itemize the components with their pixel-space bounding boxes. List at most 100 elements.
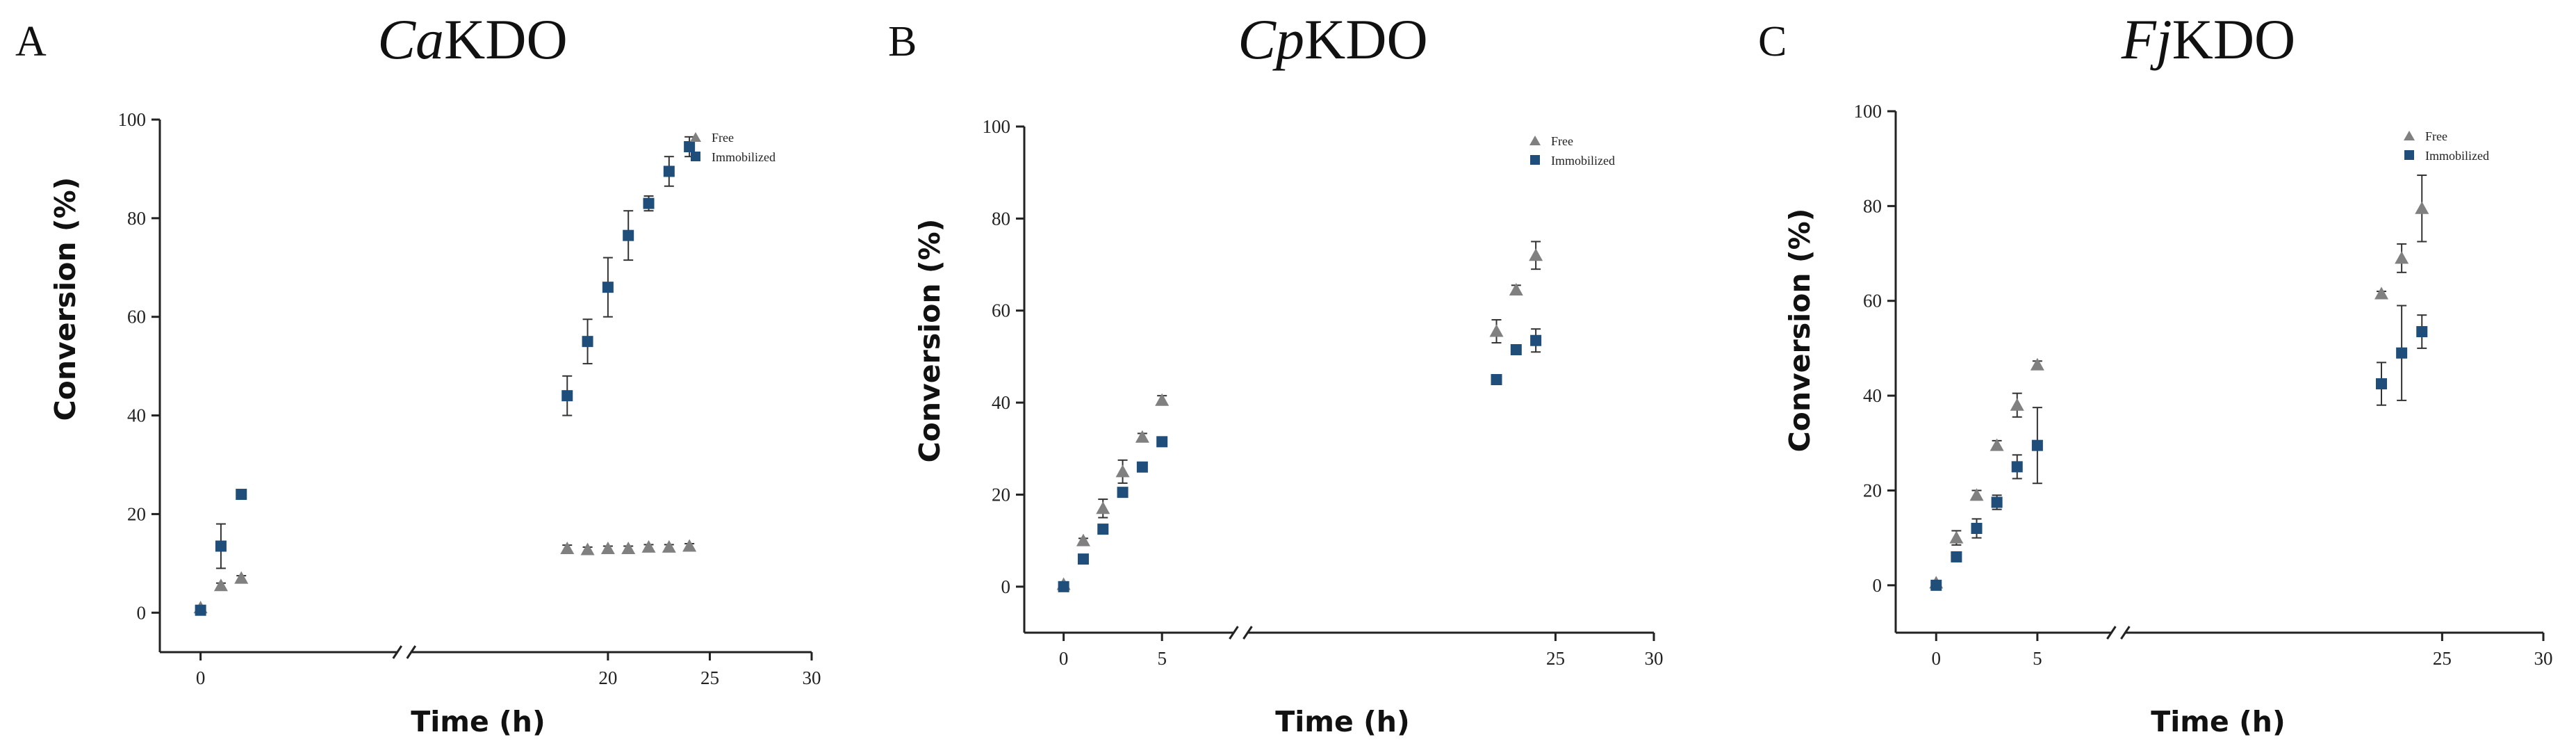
panel-c-letter: C [1758, 18, 1787, 65]
y-tick-label: 60 [127, 307, 146, 327]
immobilized-point [1058, 581, 1069, 592]
y-tick-label: 40 [127, 405, 146, 426]
immobilized-point [1156, 436, 1168, 448]
free-point [662, 540, 676, 553]
panel-a-letter: A [15, 18, 47, 65]
x-tick-label: 30 [2534, 648, 2553, 669]
panel-b-plot: 0 20 40 60 80 100 0 5 25 30 [983, 116, 1664, 669]
free-point [1529, 248, 1543, 261]
free-point [641, 540, 656, 553]
panel-a-title-italic: Ca [377, 8, 444, 71]
y-tick-label: 100 [1854, 101, 1882, 122]
immobilized-point [1991, 496, 2003, 508]
legend-immobilized-label: Immobilized [2425, 149, 2489, 163]
panel-b-ylabel: Conversion (%) [913, 219, 946, 463]
legend-free-label: Free [712, 131, 734, 145]
axis-break-mark [2106, 626, 2117, 640]
panel-a-plot: 0 20 40 60 80 100 0 20 25 30 [118, 109, 821, 688]
immobilized-point [1930, 579, 1942, 591]
immobilized-point [1491, 374, 1502, 385]
immobilized-point [663, 165, 675, 177]
x-tick-label: 25 [2433, 648, 2452, 669]
immobilized-point [2376, 378, 2387, 390]
y-tick-label: 40 [992, 392, 1010, 413]
legend-free-marker [1529, 136, 1541, 145]
immobilized-point [1530, 334, 1542, 346]
immobilized-point [1097, 524, 1109, 535]
x-tick-label: 30 [803, 667, 821, 688]
legend-immobilized-label: Immobilized [1551, 154, 1615, 168]
panel-a-xlabel: Time (h) [411, 705, 545, 738]
free-point [1509, 282, 1523, 295]
immobilized-point [236, 489, 247, 501]
legend-immobilized-marker [2404, 150, 2414, 160]
axis-break-mark [392, 645, 402, 659]
x-tick-label: 0 [196, 667, 206, 688]
free-point [2030, 357, 2044, 371]
y-tick-label: 100 [118, 109, 147, 130]
immobilized-point [1510, 343, 1522, 355]
free-point [621, 542, 636, 555]
x-tick-label: 20 [598, 667, 617, 688]
axis-break-mark [406, 645, 416, 659]
panel-b-title-rest: KDO [1304, 8, 1428, 71]
legend-free-label: Free [2425, 129, 2447, 143]
immobilized-point [643, 197, 655, 209]
y-tick-label: 100 [983, 116, 1011, 137]
panel-c-ylabel: Conversion (%) [1783, 209, 1816, 453]
immobilized-point [684, 141, 696, 153]
immobilized-point [1117, 487, 1129, 498]
panel-b-xlabel: Time (h) [1275, 705, 1410, 738]
free-point [560, 542, 575, 555]
free-point [1990, 438, 2004, 451]
y-tick-label: 40 [1863, 385, 1882, 406]
y-tick-label: 0 [1873, 575, 1882, 596]
free-point [1155, 393, 1170, 406]
free-point [1949, 530, 1964, 544]
y-tick-label: 20 [992, 484, 1010, 505]
panel-c-title-rest: KDO [2172, 8, 2296, 71]
panel-c-title: FjKDO [2121, 8, 2296, 71]
x-tick-label: 25 [700, 667, 719, 688]
x-tick-label: 5 [1157, 648, 1167, 669]
free-point [580, 542, 595, 556]
x-tick-label: 0 [1059, 648, 1069, 669]
panel-c-title-italic: Fj [2121, 8, 2172, 71]
free-point [1076, 533, 1090, 546]
immobilized-point [602, 282, 614, 293]
free-point [2415, 201, 2429, 214]
y-tick-label: 20 [127, 503, 146, 524]
free-point [234, 571, 249, 584]
immobilized-point [2031, 439, 2043, 451]
x-tick-label: 25 [1546, 648, 1565, 669]
panel-b-title-italic: Cp [1238, 8, 1304, 71]
x-tick-label: 0 [1932, 648, 1942, 669]
y-tick-label: 60 [1863, 291, 1882, 311]
free-point [2374, 286, 2388, 300]
immobilized-point [1077, 553, 1089, 565]
immobilized-point [1971, 523, 1983, 534]
panel-c-legend: Free Immobilized [2404, 129, 2489, 163]
panel-c-plot: 0 20 40 60 80 100 0 5 25 30 [1854, 101, 2553, 669]
panel-a-title-rest: KDO [444, 8, 568, 71]
free-point [213, 578, 228, 592]
free-point [1115, 464, 1130, 478]
immobilized-point [561, 390, 573, 402]
immobilized-point [623, 229, 634, 241]
y-tick-label: 0 [1001, 576, 1011, 597]
free-point [1489, 324, 1504, 337]
immobilized-point [2011, 461, 2023, 473]
panel-c-xlabel: Time (h) [2151, 705, 2286, 738]
panel-c: C FjKDO 0 20 40 60 80 100 0 5 25 30 Time (h) Conv… [1758, 8, 2553, 738]
panel-b-letter: B [888, 18, 917, 65]
free-point [1969, 488, 1984, 501]
free-point [1135, 430, 1149, 443]
immobilized-point [2396, 347, 2408, 359]
immobilized-point [582, 336, 593, 348]
panel-a-title: CaKDO [377, 8, 567, 71]
axis-break-mark [1229, 626, 1239, 640]
panel-a-legend: Free Immobilized [690, 131, 776, 164]
immobilized-point [1136, 461, 1148, 473]
y-tick-label: 0 [137, 602, 147, 623]
